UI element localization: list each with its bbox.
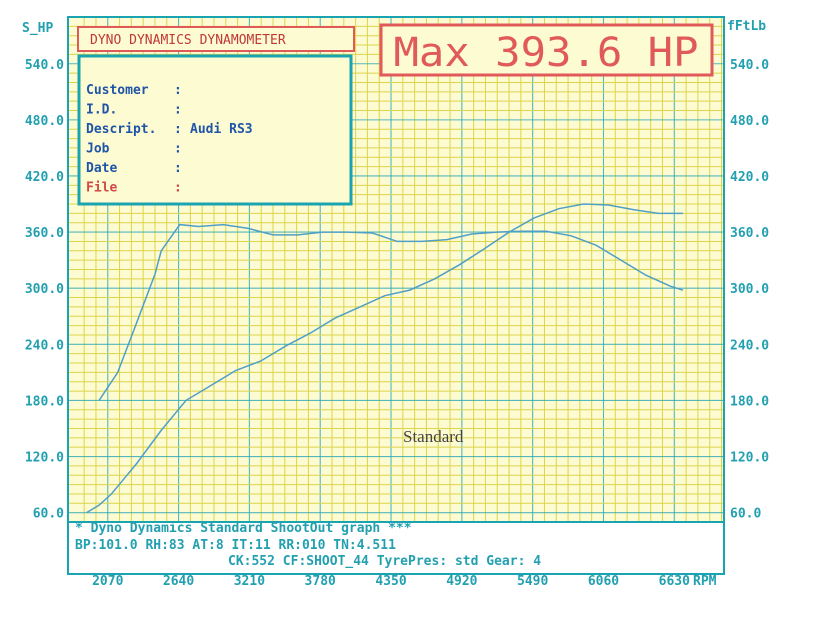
- y-tick-label-left: 480.0: [25, 114, 64, 129]
- y-tick-label-right: 180.0: [730, 394, 769, 409]
- info-label: Descript.: [86, 122, 156, 137]
- y-tick-label-left: 540.0: [25, 58, 64, 73]
- series-group: [86, 203, 684, 514]
- title-box: [77, 26, 355, 52]
- info-colon: :: [174, 103, 182, 118]
- right-axis-label: fFtLb: [727, 19, 766, 34]
- info-label: File: [86, 181, 117, 196]
- x-tick-label: 6060: [588, 574, 619, 589]
- outer-frame: [67, 521, 725, 575]
- y-tick-label-right: 360.0: [730, 226, 769, 241]
- info-colon: :: [174, 161, 182, 176]
- y-tick-label-right: 240.0: [730, 338, 769, 353]
- y-tick-label-left: 180.0: [25, 394, 64, 409]
- x-tick-label: 4350: [375, 574, 406, 589]
- y-tick-label-left: 360.0: [25, 226, 64, 241]
- y-tick-label-right: 60.0: [730, 507, 761, 522]
- info-label: Date: [86, 161, 117, 176]
- y-tick-label-right: 420.0: [730, 170, 769, 185]
- info-colon: :: [174, 83, 182, 98]
- x-tick-label: 3780: [305, 574, 336, 589]
- footer-line-2: BP:101.0 RH:83 AT:8 IT:11 RR:010 TN:4.51…: [75, 538, 396, 553]
- info-value: Audi RS3: [190, 122, 253, 137]
- x-tick-label: 4920: [446, 574, 477, 589]
- left-axis-label: S_HP: [22, 21, 53, 36]
- footer-line-1: * Dyno Dynamics Standard ShootOut graph …: [75, 521, 412, 536]
- x-tick-label: 2640: [163, 574, 194, 589]
- y-tick-label-right: 540.0: [730, 58, 769, 73]
- y-tick-label-left: 240.0: [25, 338, 64, 353]
- y-tick-label-left: 60.0: [33, 507, 64, 522]
- x-tick-label: 6630: [659, 574, 690, 589]
- y-tick-label-left: 420.0: [25, 170, 64, 185]
- x-tick-label: 2070: [92, 574, 123, 589]
- x-tick-label: 3210: [234, 574, 265, 589]
- info-box: [77, 54, 353, 206]
- y-axis-right: 60.0 120.0 180.0 240.0 300.0 360.0 420.0 480.0 5…: [730, 58, 769, 522]
- info-colon: :: [174, 122, 182, 137]
- x-axis: 2070 2640 3210 3780 4350 4920 5490 6060 6630: [92, 574, 690, 589]
- x-axis-label: RPM: [693, 574, 717, 589]
- footer-line-3: CK:552 CF:SHOOT_44 TyrePres: std Gear: 4: [228, 554, 541, 569]
- info-colon: :: [174, 181, 182, 196]
- y-axis-left: 60.0 120.0 180.0 240.0 300.0 360.0 420.0 480.0 5…: [25, 58, 64, 522]
- max-banner: Max 393.6 HP: [394, 30, 699, 76]
- y-tick-label-right: 300.0: [730, 282, 769, 297]
- y-tick-label-left: 120.0: [25, 451, 64, 466]
- series-line-hp: [86, 203, 683, 514]
- info-label: I.D.: [86, 103, 117, 118]
- standard-annotation: Standard: [403, 427, 464, 446]
- y-tick-label-left: 300.0: [25, 282, 64, 297]
- y-tick-label-right: 120.0: [730, 451, 769, 466]
- dyno-title: DYNO DYNAMICS DYNAMOMETER: [90, 33, 286, 48]
- x-tick-label: 5490: [517, 574, 548, 589]
- info-label: Job: [86, 142, 110, 157]
- y-tick-label-right: 480.0: [730, 114, 769, 129]
- info-colon: :: [174, 142, 182, 157]
- info-label: Customer: [86, 83, 149, 98]
- max-banner-box: [379, 23, 714, 77]
- series-line-torque: [98, 223, 684, 401]
- info-rows: Customer: I.D.: Descript.: Audi RS3 Job: Date…: [86, 83, 253, 196]
